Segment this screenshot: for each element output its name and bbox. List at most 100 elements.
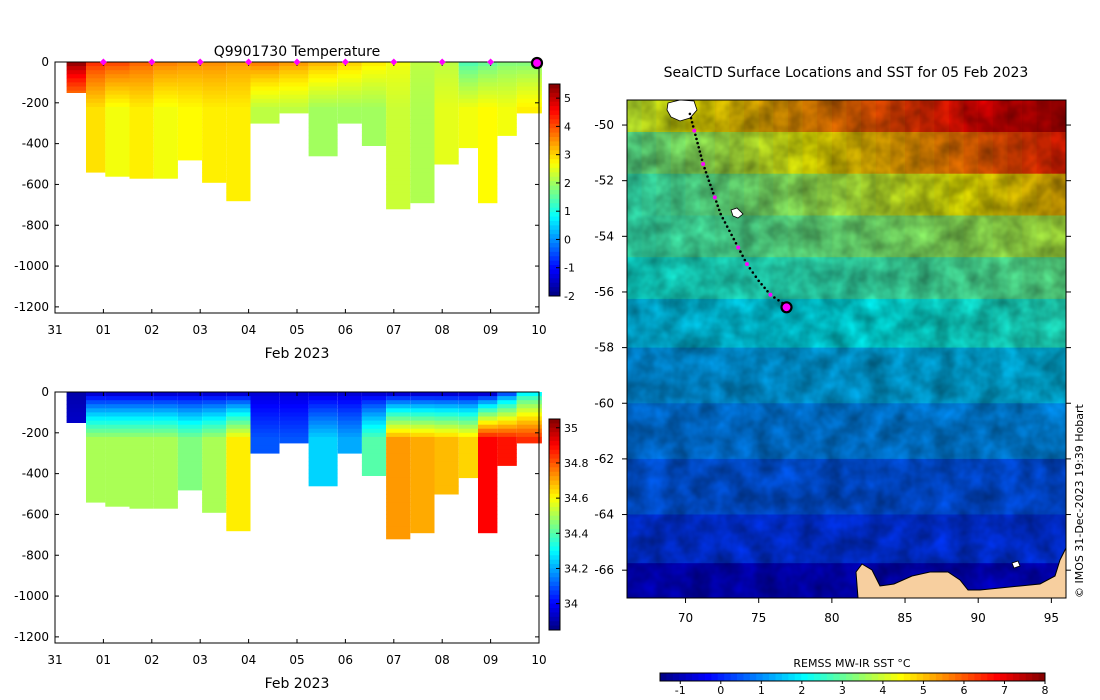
profile-cell <box>177 420 203 426</box>
profile-cell <box>410 168 435 173</box>
profile-cell <box>250 119 280 124</box>
profile-cell <box>86 70 106 75</box>
temperature-date-label: Feb 2023 <box>265 346 330 362</box>
profile-cell <box>386 172 411 177</box>
profile-cell <box>153 66 178 71</box>
profile-cell <box>250 82 280 87</box>
profile-cell <box>410 196 435 202</box>
profile-cell <box>308 424 338 430</box>
profile-cell <box>478 151 498 157</box>
profile-cell <box>66 392 86 397</box>
profile-cell <box>478 416 498 421</box>
profile-cell <box>410 119 435 124</box>
profile-cell <box>386 449 411 454</box>
profile-cell <box>226 432 251 438</box>
profile-cell <box>66 86 86 91</box>
profile-cell <box>497 86 517 91</box>
longitude-tick-label: 85 <box>897 611 912 625</box>
colorbar-swatch <box>549 423 560 429</box>
profile-cell <box>86 139 106 144</box>
profile-cell <box>153 461 178 466</box>
credit-text: © IMOS 31-Dec-2023 19:39 Hobart <box>1073 403 1086 598</box>
colorbar-swatch <box>549 119 560 125</box>
profile-cell <box>86 461 106 466</box>
profile-cell <box>129 396 154 401</box>
profile-cell <box>361 143 387 146</box>
sst-colorbar-swatch <box>762 673 770 681</box>
profile-cell <box>202 86 227 91</box>
profile-cell <box>337 408 362 413</box>
profile-cell <box>337 106 362 112</box>
profile-cell <box>202 131 227 136</box>
profile-cell <box>497 102 517 108</box>
profile-cell <box>497 400 517 405</box>
profile-cell <box>434 70 459 75</box>
profile-cell <box>458 428 479 434</box>
track-point <box>698 150 702 153</box>
profile-cell <box>153 111 178 116</box>
sst-colorbar-swatch <box>891 673 898 681</box>
sst-colorbar-swatch <box>737 673 744 681</box>
track-point <box>710 187 714 191</box>
profile-cell <box>86 147 106 153</box>
profile-cell <box>386 168 411 173</box>
profile-cell <box>308 106 338 112</box>
profile-cell <box>337 404 362 409</box>
profile-cell <box>478 530 498 534</box>
profile-cell <box>308 123 338 128</box>
profile-cell <box>105 78 130 83</box>
sst-colorbar-swatch <box>865 673 873 681</box>
colorbar-swatch <box>549 203 560 209</box>
profile-cell <box>434 473 459 479</box>
profile-cell <box>153 139 178 144</box>
profile-cell <box>129 90 154 96</box>
colorbar-swatch <box>549 616 560 622</box>
profile-cell <box>497 436 517 442</box>
salinity-panel: 31 01 02 03 04 05 06 07 08 09 10 0 -200 -400 -600 -800 -… <box>14 385 547 692</box>
profile-cell <box>516 78 542 83</box>
profile-cell <box>226 461 251 466</box>
profile-cell <box>361 408 387 413</box>
profile-cell <box>226 465 251 470</box>
sst-colorbar-swatch <box>858 673 866 681</box>
profile-cell <box>105 143 130 149</box>
profile-cell <box>458 98 479 104</box>
profile-cell <box>105 400 130 405</box>
profile-cell <box>478 485 498 491</box>
profile-cell <box>105 164 130 169</box>
profile-cell <box>410 160 435 165</box>
date-tick-label: 31 <box>47 323 62 337</box>
profile-cell <box>226 184 251 189</box>
profile-cell <box>202 477 227 483</box>
profile-cell <box>458 432 479 438</box>
colorbar-swatch <box>549 489 560 495</box>
profile-cell <box>516 98 542 104</box>
sst-colorbar-swatch <box>839 673 847 681</box>
profile-cell <box>478 432 498 438</box>
colorbar-swatch <box>549 145 560 151</box>
profile-cell <box>337 86 362 91</box>
profile-cell <box>226 115 251 120</box>
profile-cell <box>410 139 435 144</box>
profile-cell <box>434 143 459 149</box>
profile-cell <box>202 506 227 511</box>
colorbar-swatch <box>549 190 560 195</box>
profile-cell <box>105 131 130 136</box>
profile-cell <box>458 416 479 421</box>
profile-cell <box>410 494 435 499</box>
profile-cell <box>202 485 227 491</box>
profile-cell <box>66 74 86 79</box>
profile-cell <box>497 432 517 438</box>
profile-cell <box>337 66 362 71</box>
profile-cell <box>177 115 203 120</box>
profile-cell <box>177 155 203 161</box>
profile-cell <box>226 164 251 169</box>
profile-cell <box>361 400 387 405</box>
profile-cell <box>129 498 154 503</box>
profile-cell <box>478 74 498 79</box>
surface-marker <box>341 58 349 66</box>
profile-cell <box>458 465 479 470</box>
sst-colorbar-tick-label: 8 <box>1042 684 1049 697</box>
profile-cell <box>86 477 106 483</box>
profile-cell <box>410 86 435 91</box>
